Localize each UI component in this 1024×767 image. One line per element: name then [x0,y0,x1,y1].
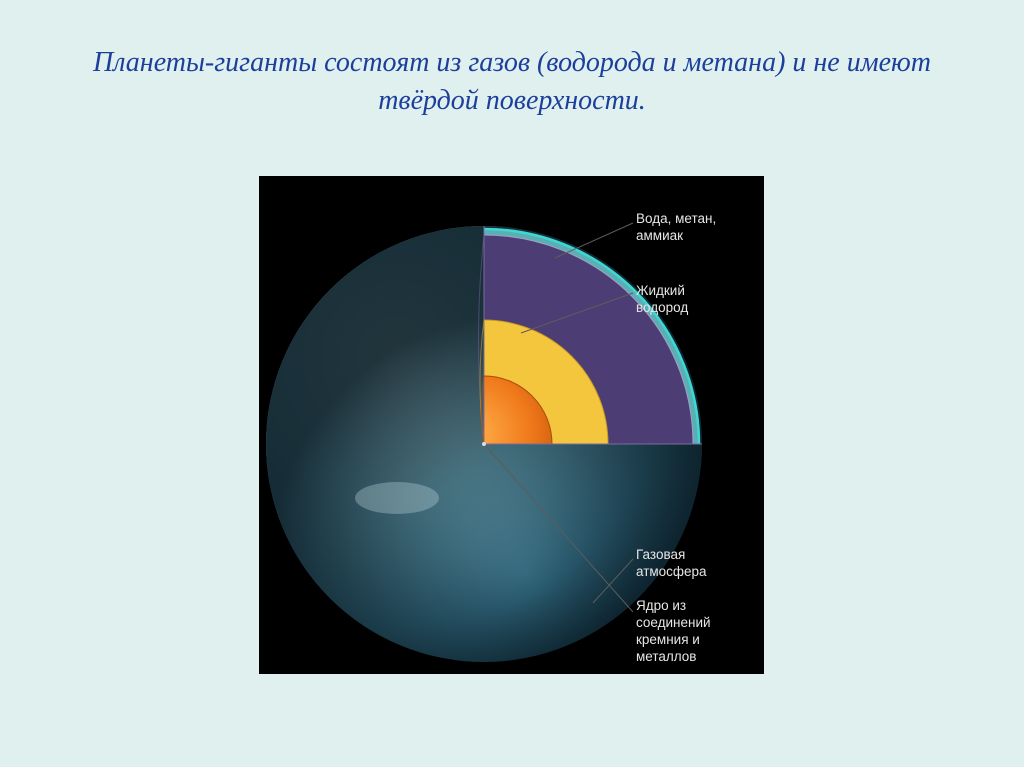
label-liquid-hydrogen: Жидкий водород [636,283,688,317]
surface-spot [355,482,439,514]
label-gas-atmosphere: Газовая атмосфера [636,547,707,581]
label-core: Ядро из соединений кремния и металлов [636,598,711,666]
page-title: Планеты-гиганты состоят из газов (водоро… [72,0,952,120]
leader-water-methane [555,223,633,258]
label-water-methane-ammonia: Вода, метан, аммиак [636,211,716,245]
center-dot [482,442,486,446]
planet-diagram: Вода, метан, аммиак Жидкий водород Газов… [259,176,764,674]
